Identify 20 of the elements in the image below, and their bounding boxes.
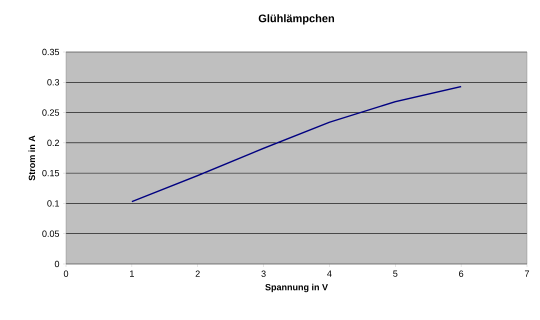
x-tick-label: 6 bbox=[459, 270, 464, 277]
y-tick-label: 0 bbox=[54, 260, 60, 268]
line-series bbox=[131, 86, 462, 202]
y-tick-label: 0.05 bbox=[42, 230, 60, 237]
y-tick-label: 0.2 bbox=[47, 140, 60, 146]
y-tick-label: 0.15 bbox=[42, 170, 60, 176]
chart-title: Glühlämpchen bbox=[258, 14, 334, 24]
x-tick-label: 4 bbox=[327, 270, 332, 277]
x-axis-title: Spannung in V bbox=[265, 284, 328, 292]
x-tick-label: 5 bbox=[393, 270, 398, 277]
x-tick-label: 1 bbox=[130, 270, 134, 277]
x-tick-label: 0 bbox=[64, 270, 68, 277]
y-tick-label: 0.1 bbox=[47, 200, 60, 207]
y-tick-label: 0.35 bbox=[42, 48, 60, 56]
x-tick-label: 3 bbox=[261, 270, 266, 277]
y-tick-label: 0.3 bbox=[47, 79, 60, 86]
y-tick-label: 0.25 bbox=[42, 109, 60, 116]
y-axis-title: Strom in A bbox=[28, 135, 36, 180]
x-tick-label: 7 bbox=[524, 270, 530, 277]
x-tick-label: 2 bbox=[196, 270, 200, 277]
